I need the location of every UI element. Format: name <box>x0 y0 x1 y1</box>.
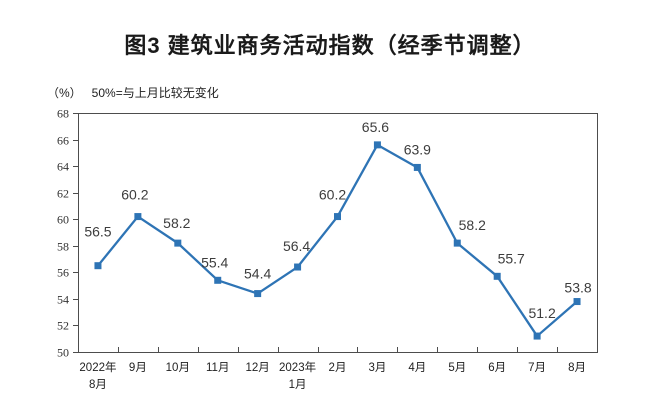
data-point-label: 63.9 <box>404 141 431 157</box>
axis-note: （%） 50%=与上月比较无变化 <box>47 84 219 101</box>
series-line <box>97 143 578 338</box>
y-tick-label: 60 <box>57 213 69 227</box>
x-tick-label: 2月 <box>329 362 347 374</box>
data-point-marker[interactable] <box>294 263 302 271</box>
reference-note: 50%=与上月比较无变化 <box>91 86 219 100</box>
data-point-label: 60.2 <box>319 187 346 203</box>
y-tick-label: 56 <box>57 266 69 280</box>
x-tick-label: 12月 <box>246 362 270 374</box>
x-tick-label: 8月 <box>89 379 107 391</box>
data-point-label: 58.2 <box>459 217 486 233</box>
data-point-label: 55.7 <box>498 250 525 266</box>
data-point-label: 53.8 <box>564 280 591 296</box>
data-point-marker[interactable] <box>573 298 581 306</box>
x-tick-label: 2023年 <box>279 360 316 374</box>
data-point-label: 65.6 <box>362 119 389 135</box>
x-tick-label: 8月 <box>568 362 586 374</box>
data-point-marker[interactable] <box>214 276 222 284</box>
x-tick-label: 5月 <box>448 362 466 374</box>
data-point-marker[interactable] <box>134 213 142 221</box>
data-point-label: 60.2 <box>121 187 148 203</box>
y-tick-label: 54 <box>57 293 69 307</box>
x-tick-label: 4月 <box>408 362 426 374</box>
x-tick-label: 7月 <box>528 362 546 374</box>
x-tick-label: 1月 <box>289 379 307 391</box>
data-point-marker[interactable] <box>493 272 501 280</box>
chart-title: 图3 建筑业商务活动指数（经季节调整） <box>124 33 536 58</box>
y-tick-label: 62 <box>57 187 69 201</box>
data-point-label: 51.2 <box>528 305 555 321</box>
data-point-label: 55.4 <box>201 254 228 270</box>
x-tick-label: 6月 <box>488 362 506 374</box>
x-tick-label: 11月 <box>206 362 229 374</box>
x-tick-label: 10月 <box>166 362 190 374</box>
data-point-marker[interactable] <box>413 163 421 171</box>
data-point-marker[interactable] <box>533 332 541 340</box>
data-point-label: 54.4 <box>244 266 271 282</box>
data-point-marker[interactable] <box>174 239 182 247</box>
y-tick-label: 64 <box>57 160 69 174</box>
data-point-marker[interactable] <box>94 262 102 270</box>
data-point-marker[interactable] <box>373 141 381 149</box>
x-tick-label: 2022年 <box>79 360 116 374</box>
unit-label: （%） <box>47 86 82 100</box>
data-point-label: 56.4 <box>283 238 310 254</box>
y-tick-label: 50 <box>57 346 69 360</box>
plot-border <box>78 113 598 353</box>
x-tick-label: 9月 <box>129 362 147 374</box>
data-point-marker[interactable] <box>453 239 461 247</box>
y-tick-label: 68 <box>57 107 69 121</box>
data-point-label: 58.2 <box>163 215 190 231</box>
data-point-marker[interactable] <box>254 290 262 298</box>
data-point-marker[interactable] <box>334 213 341 221</box>
y-tick-label: 58 <box>57 240 69 254</box>
data-point-label: 56.5 <box>84 224 111 240</box>
y-tick-label: 66 <box>57 134 69 148</box>
x-tick-label: 3月 <box>368 362 386 374</box>
y-tick-label: 52 <box>57 319 69 333</box>
